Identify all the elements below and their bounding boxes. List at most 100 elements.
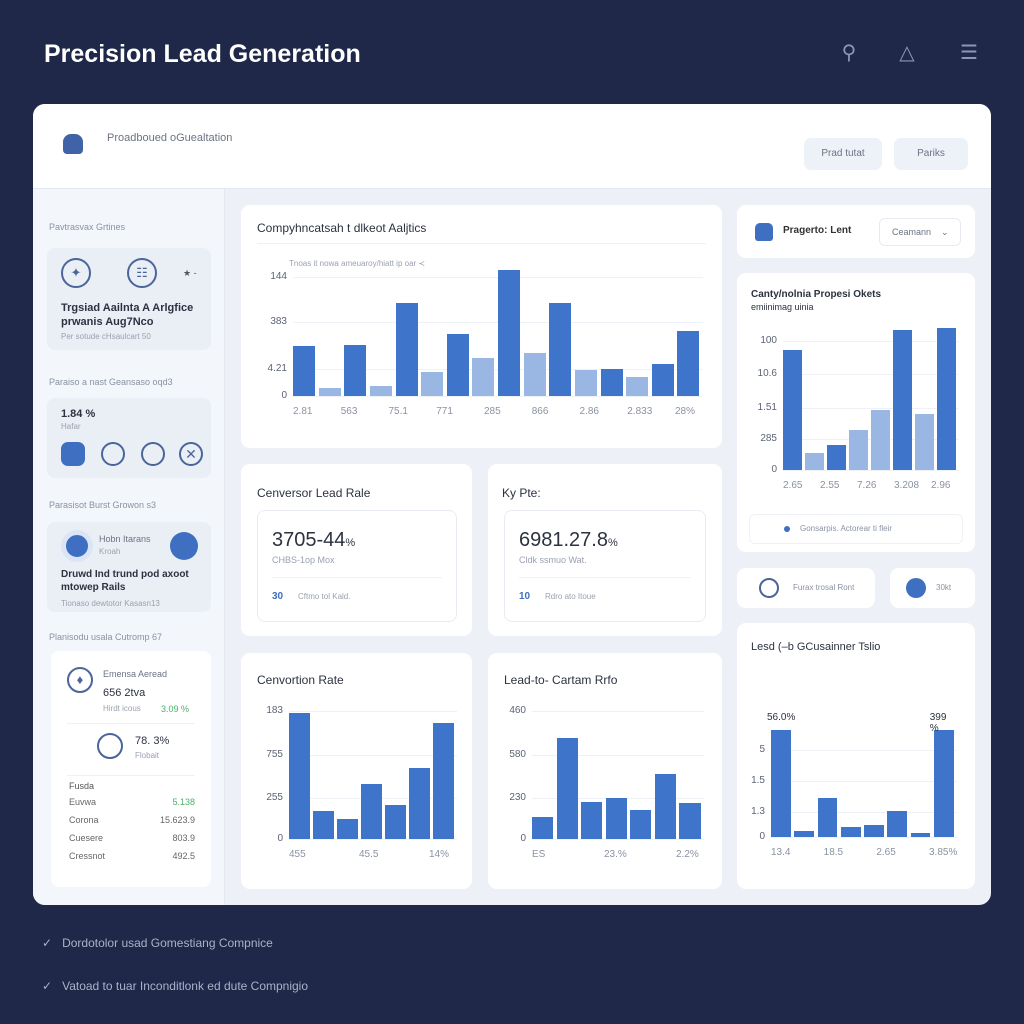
bar[interactable]: [864, 824, 884, 837]
sidebar-card-targeted[interactable]: ✦ ☷ ★ - Trgsiad Aailnta A Arlgfice prwan…: [47, 248, 211, 350]
y-tick-label: 580: [509, 748, 526, 760]
y-tick-label: 100: [760, 334, 777, 346]
x-tick-label: 3.85%: [929, 847, 958, 858]
chart-subtitle: Tnoas it nowa ameuaroy/hiatt ip oar ≺: [289, 259, 426, 268]
chart-icon[interactable]: [141, 442, 165, 466]
bar[interactable]: [849, 429, 868, 470]
bar[interactable]: [840, 826, 861, 837]
bar[interactable]: [344, 344, 367, 396]
table-header: Fusda: [69, 781, 95, 791]
sidebar-card-rate[interactable]: 1.84 % Hafar ✕: [47, 398, 211, 478]
program-dropdown[interactable]: Ceamann ⌄: [879, 218, 961, 246]
bar[interactable]: [574, 369, 597, 396]
y-tick-label: 0: [771, 464, 777, 475]
bar[interactable]: [805, 453, 824, 470]
laptop-icon[interactable]: [101, 442, 125, 466]
header-button-1[interactable]: Prad tutat: [804, 138, 882, 170]
metric-label: Emensa Aeread: [103, 669, 168, 679]
bar[interactable]: [498, 269, 521, 396]
ratio-chart-card: Lesd (–b GCusainner Tslio 0 1.3 1.5 5 56.0% 3…: [737, 623, 975, 889]
bar[interactable]: [313, 810, 334, 839]
gridline: [783, 470, 959, 471]
header-subtitle: Proadboued oGuealtation: [107, 132, 233, 144]
bar[interactable]: [337, 818, 358, 839]
bar[interactable]: [605, 798, 627, 839]
bar[interactable]: [871, 410, 890, 470]
bar[interactable]: [361, 784, 382, 839]
bar[interactable]: [937, 327, 956, 470]
bell-icon[interactable]: △: [899, 42, 915, 64]
y-tick-label: 5: [759, 743, 765, 755]
bar[interactable]: [472, 357, 495, 396]
row-name: Euvwa: [69, 797, 97, 807]
kpi-card-conversion-lead: Cenversor Lead Rale 3705-44% CHBS-1op Mo…: [241, 464, 472, 636]
menu-icon[interactable]: ☰: [960, 42, 978, 64]
bar[interactable]: [794, 830, 815, 837]
bar[interactable]: [556, 738, 578, 839]
bar[interactable]: [677, 330, 700, 396]
bar[interactable]: [910, 832, 931, 837]
bar[interactable]: [887, 810, 908, 837]
bar[interactable]: [915, 414, 934, 470]
divider: [519, 577, 691, 578]
bar[interactable]: [654, 773, 676, 839]
divider: [272, 577, 442, 578]
mini-card-1[interactable]: Furax trosal Ront: [737, 568, 875, 608]
x-tick-label: 771: [436, 406, 453, 417]
bar[interactable]: [395, 303, 418, 396]
bar[interactable]: [293, 345, 316, 396]
y-tick-label: 1.3: [751, 805, 765, 817]
sidebar-heading: Pavtrasvax Grtines: [49, 222, 126, 232]
bar[interactable]: [600, 368, 623, 396]
bar[interactable]: [771, 729, 791, 837]
x-tick-label: 13.4: [771, 847, 791, 858]
search-icon[interactable]: ⚲: [841, 42, 857, 64]
bar[interactable]: [630, 809, 652, 839]
bar[interactable]: [893, 330, 912, 470]
header-button-2[interactable]: Pariks: [894, 138, 968, 170]
bar[interactable]: [817, 797, 838, 837]
x-tick-label: 2.55: [820, 480, 840, 491]
x-tick-label: 14%: [429, 849, 450, 860]
bar[interactable]: [523, 353, 546, 396]
bar[interactable]: [581, 802, 603, 839]
kpi-sub: Cldk ssmuo Wat.: [519, 555, 587, 565]
bar[interactable]: [532, 817, 554, 839]
y-tick-label: 0: [759, 831, 765, 842]
x-tick-label: 2.65: [876, 847, 896, 858]
bar[interactable]: [679, 803, 701, 839]
bar[interactable]: [827, 445, 846, 470]
y-tick-label: 1.51: [757, 401, 777, 413]
bar[interactable]: [446, 334, 469, 396]
bar[interactable]: [933, 729, 954, 837]
bar[interactable]: [385, 804, 406, 839]
chat-icon: [61, 530, 93, 562]
table-row: Euvwa 5.138: [69, 797, 195, 815]
calendar-icon[interactable]: [61, 442, 85, 466]
x-tick-label: 2.81: [293, 406, 313, 417]
mini-label: 30kt: [936, 583, 952, 592]
bar[interactable]: [433, 722, 454, 839]
bar[interactable]: [421, 372, 444, 396]
mini-card-2[interactable]: 30kt: [890, 568, 975, 608]
check-icon: ✓: [42, 936, 53, 950]
y-tick-label: 0: [281, 390, 287, 401]
x-tick-label: 18.5: [823, 847, 844, 858]
sidebar-card-trend[interactable]: Hobn Itarans Kroah Druwd Ind trund pod a…: [47, 522, 211, 612]
bar[interactable]: [783, 349, 802, 470]
bar[interactable]: [651, 363, 674, 396]
gridline: [771, 811, 957, 813]
cross-icon[interactable]: ✕: [179, 442, 203, 466]
bar[interactable]: [289, 712, 310, 839]
kpi-foot-number: 10: [519, 591, 531, 602]
bar[interactable]: [626, 376, 649, 396]
gridline: [532, 711, 704, 713]
sidebar-heading: Planisodu usala Cutromp 67: [49, 632, 163, 642]
bar[interactable]: [549, 303, 572, 396]
header: Proadboued oGuealtation Prad tutat Parik…: [33, 104, 991, 189]
bar[interactable]: [369, 386, 392, 396]
card-title: Druwd Ind trund pod axoot mtowep Rails: [61, 569, 189, 593]
bar[interactable]: [409, 767, 430, 839]
bar[interactable]: [318, 387, 341, 396]
legend-dot: [784, 526, 790, 532]
